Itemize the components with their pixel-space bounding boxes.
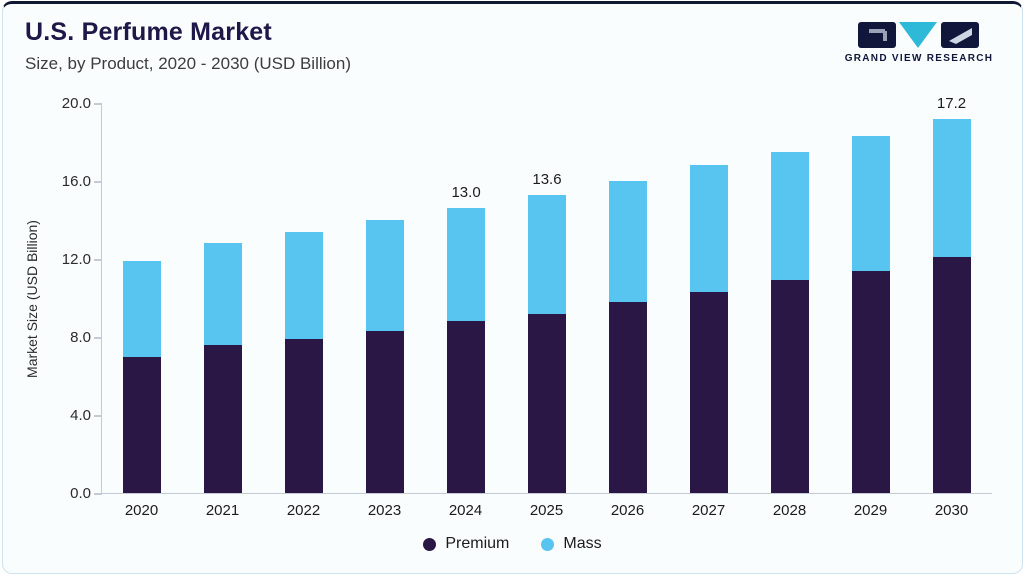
bar-segment-mass [285, 231, 324, 339]
y-tick-mark [94, 415, 102, 417]
gvr-logo: GRAND VIEW RESEARCH [844, 18, 994, 64]
bar-segment-mass [527, 194, 566, 314]
x-tick-label: 2023 [367, 502, 402, 519]
x-tick-label: 2029 [853, 502, 888, 519]
legend-dot-icon [541, 537, 555, 551]
chart-subtitle: Size, by Product, 2020 - 2030 (USD Billi… [25, 54, 351, 73]
y-tick-mark [94, 493, 102, 495]
x-tick-label: 2021 [205, 502, 240, 519]
legend-dot-icon [423, 537, 437, 551]
legend-label: Mass [563, 535, 602, 552]
bar-segment-premium [932, 257, 971, 493]
x-axis: 2020 2021 2022 2023 2024 2025 2026 2027 2028 2029… [101, 502, 992, 519]
bar-column [264, 104, 345, 493]
data-label: 13.6 [532, 170, 562, 188]
bar-segment-mass [366, 220, 405, 332]
y-axis-title-wrap: Market Size (USD Billion) [19, 104, 45, 494]
y-tick-mark [94, 259, 102, 261]
x-tick-label: 2022 [286, 502, 321, 519]
bar-segment-mass [447, 208, 486, 322]
bar-segment-premium [851, 270, 890, 493]
stacked-bar [608, 181, 647, 493]
bar-segment-mass [204, 243, 243, 345]
bar-segment-premium [447, 321, 486, 493]
stacked-bar [285, 231, 324, 493]
header: U.S. Perfume Market Size, by Product, 20… [3, 4, 1022, 74]
y-axis: 0.0 4.0 8.0 12.0 16.0 20.0 [45, 95, 101, 502]
stacked-bar [366, 220, 405, 493]
gvr-logo-text: GRAND VIEW RESEARCH [844, 53, 994, 64]
bar-column [345, 104, 426, 493]
y-tick-label: 20.0 [61, 95, 91, 112]
bar-column [587, 104, 668, 493]
bar-segment-mass [689, 165, 728, 293]
x-tick-label: 2024 [448, 502, 483, 519]
x-tick-label: 2027 [691, 502, 726, 519]
x-tick-label: 2030 [934, 502, 969, 519]
stacked-bar [851, 136, 890, 493]
y-tick-label: 0.0 [70, 485, 91, 502]
bar-column: 13.0 [426, 104, 507, 493]
bar-segment-premium [204, 344, 243, 493]
chart-title: U.S. Perfume Market [25, 18, 272, 46]
bar-segment-mass [932, 118, 971, 258]
bar-segment-mass [770, 151, 809, 281]
data-label: 13.0 [451, 184, 481, 202]
bar-column [183, 104, 264, 493]
stacked-bar [770, 151, 809, 493]
y-tick-mark [94, 103, 102, 105]
stacked-bar [447, 208, 486, 493]
bar-column [749, 104, 830, 493]
bar-column: 17.2 [911, 95, 992, 493]
x-tick-label: 2025 [529, 502, 564, 519]
stacked-bar [527, 194, 566, 493]
legend-item-mass: Mass [541, 535, 602, 553]
stacked-bar [123, 260, 162, 493]
bar-segment-premium [689, 292, 728, 493]
y-tick-label: 8.0 [70, 329, 91, 346]
bar-column [668, 104, 749, 493]
y-tick-mark [94, 337, 102, 339]
stacked-bar [689, 165, 728, 493]
stacked-bar [932, 118, 971, 493]
y-tick-mark [94, 181, 102, 183]
bar-segment-premium [285, 338, 324, 493]
bar-column [830, 104, 911, 493]
plot-area: 13.0 13.6 17.2 [94, 95, 992, 495]
x-tick-label: 2026 [610, 502, 645, 519]
bar-column [102, 104, 183, 493]
bar-segment-mass [123, 260, 162, 357]
bar-segment-premium [608, 301, 647, 493]
title-block: U.S. Perfume Market Size, by Product, 20… [25, 18, 351, 74]
legend-item-premium: Premium [423, 535, 509, 553]
legend: Premium Mass [3, 535, 1022, 553]
x-tick-label: 2020 [124, 502, 159, 519]
x-tick-label: 2028 [772, 502, 807, 519]
y-tick-label: 4.0 [70, 407, 91, 424]
chart: Market Size (USD Billion) 0.0 4.0 8.0 12.0 1… [19, 95, 992, 502]
legend-label: Premium [445, 535, 510, 552]
y-tick-label: 16.0 [61, 173, 91, 190]
data-label: 17.2 [936, 94, 967, 112]
bar-column: 13.6 [507, 104, 588, 493]
stacked-bar [204, 243, 243, 493]
bar-segment-mass [851, 136, 890, 271]
bar-segment-premium [527, 313, 566, 493]
bar-segment-mass [608, 181, 647, 302]
bar-segment-premium [123, 356, 162, 493]
y-axis-title: Market Size (USD Billion) [24, 220, 40, 378]
bar-segment-premium [770, 280, 809, 493]
gvr-logo-mark-icon [858, 22, 979, 48]
bar-segment-premium [366, 331, 405, 493]
y-tick-label: 12.0 [61, 251, 91, 268]
